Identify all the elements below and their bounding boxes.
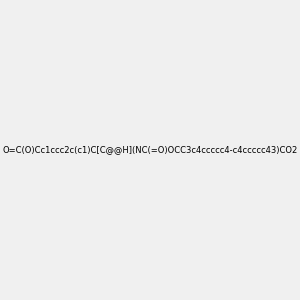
Text: O=C(O)Cc1ccc2c(c1)C[C@@H](NC(=O)OCC3c4ccccc4-c4ccccc43)CO2: O=C(O)Cc1ccc2c(c1)C[C@@H](NC(=O)OCC3c4cc… bbox=[2, 146, 298, 154]
